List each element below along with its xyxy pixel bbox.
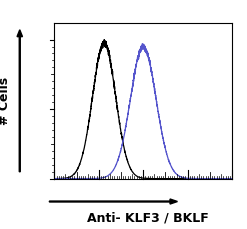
Text: # Cells: # Cells <box>0 77 11 125</box>
Text: Anti- KLF3 / BKLF: Anti- KLF3 / BKLF <box>87 211 209 224</box>
